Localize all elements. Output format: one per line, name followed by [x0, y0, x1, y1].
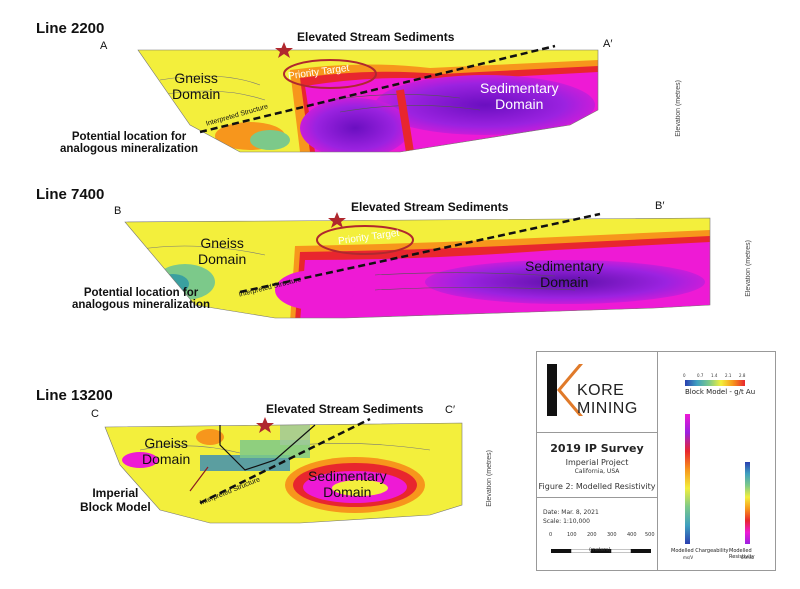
interpreted-structure-line — [239, 212, 601, 294]
resistivity-section — [137, 42, 599, 153]
legend-title-block: KORE MINING 2019 IP Survey Imperial Proj… — [536, 351, 776, 571]
gneiss-domain-label-line1: Gneiss — [174, 70, 218, 86]
scale-tick: 500 — [645, 532, 655, 538]
star-marker-icon — [256, 417, 274, 433]
callout-leader-line — [189, 466, 209, 492]
scale-tick: 300 — [607, 532, 617, 538]
section-end-label: A′ — [603, 38, 613, 50]
sedimentary-domain-label-line2: Domain — [323, 484, 372, 500]
sedimentary-domain-label-line2: Domain — [540, 274, 589, 290]
stream-sediments-label: Elevated Stream Sediments — [351, 200, 509, 214]
section-title: Line 7400 — [36, 186, 105, 203]
sedimentary-domain-label-line1: Sedimentary — [480, 80, 559, 96]
scale-tick: 200 — [587, 532, 597, 538]
colorbar-tick: 2.8 — [739, 373, 746, 378]
section-cross-section-plot — [100, 40, 660, 155]
callout-text-line1: Potential location for — [83, 287, 199, 299]
gneiss-domain-label-line2: Domain — [142, 451, 191, 467]
callout-text: Potential location for analogous mineral… — [72, 287, 210, 311]
elevation-axis-label: Elevation (metres) — [486, 450, 493, 507]
callout-text-line2: analogous mineralization — [72, 299, 211, 311]
gneiss-domain-label-line2: Domain — [172, 86, 221, 102]
figure-caption: Figure 2: Modelled Resistivity — [538, 482, 656, 491]
callout-text-line2: analogous mineralization — [60, 143, 199, 155]
colorbar-tick: 0 — [683, 373, 686, 378]
block-model-colorbar — [685, 380, 745, 386]
stream-sediments-label: Elevated Stream Sediments — [297, 30, 455, 44]
callout-text-line1: Potential location for — [71, 131, 187, 143]
chargeability-unit: ms/V — [683, 555, 694, 560]
section-title: Line 13200 — [36, 387, 113, 404]
resistivity-section — [124, 212, 711, 319]
scale-text: Scale: 1:10,000 — [543, 518, 590, 525]
callout-text-line2: Block Model — [80, 500, 151, 514]
colorbar-tick: 1.4 — [711, 373, 718, 378]
gneiss-domain-label-line1: Gneiss — [144, 435, 188, 451]
star-marker-icon — [275, 42, 293, 58]
interpreted-structure-line — [199, 44, 556, 134]
project-name: Imperial Project — [565, 458, 629, 467]
resistivity-label: Modelled Resistivity — [729, 548, 755, 560]
scale-tick: 400 — [627, 532, 637, 538]
scale-tick: 0 — [549, 532, 553, 538]
date-text: Date: Mar. 8, 2021 — [543, 509, 599, 516]
section-start-label: C — [91, 408, 99, 420]
block-model-outline — [219, 424, 316, 471]
sedimentary-domain-label: Sedimentary Domain — [480, 80, 559, 112]
sedimentary-domain-label: Sedimentary Domain — [525, 258, 604, 290]
elevation-axis-label: Elevation (metres) — [675, 80, 682, 137]
callout-text: Potential location for analogous mineral… — [60, 131, 198, 155]
chargeability-label: Modelled Chargeability — [671, 548, 729, 554]
section-start-label: B — [114, 205, 122, 217]
section-cross-section-plot — [100, 415, 470, 525]
scale-bar — [551, 540, 651, 554]
gneiss-domain-label: Gneiss Domain — [142, 435, 190, 467]
gneiss-domain-label: Gneiss Domain — [198, 235, 246, 267]
project-location: California, USA — [574, 468, 620, 475]
priority-target-outline — [283, 59, 377, 89]
resistivity-unit: ohmm — [741, 555, 754, 560]
resistivity-section — [104, 417, 463, 524]
sedimentary-domain-label-line1: Sedimentary — [308, 468, 387, 484]
stream-sediments-label: Elevated Stream Sediments — [266, 402, 424, 416]
section-end-label: B′ — [655, 200, 665, 212]
callout-text-line1: Imperial — [92, 486, 139, 500]
callout-text: Imperial Block Model — [80, 486, 151, 514]
gneiss-domain-label-line1: Gneiss — [200, 235, 244, 251]
priority-target-outline — [316, 225, 414, 255]
section-start-label: A — [100, 40, 108, 52]
company-name: KORE MINING — [577, 382, 638, 417]
colorbar-tick: 2.1 — [725, 373, 732, 378]
scale-unit: (meters) — [589, 547, 611, 553]
elevation-axis-label: Elevation (metres) — [745, 240, 752, 297]
block-model-label: Block Model - g/t Au — [685, 388, 756, 396]
sedimentary-domain-label: Sedimentary Domain — [308, 468, 387, 500]
colorbar-tick: 0.7 — [697, 373, 704, 378]
gneiss-domain-label: Gneiss Domain — [172, 70, 220, 102]
star-marker-icon — [328, 212, 346, 228]
legend-left-column: KORE MINING 2019 IP Survey Imperial Proj… — [537, 352, 658, 570]
sedimentary-domain-label-line1: Sedimentary — [525, 258, 604, 274]
survey-title: 2019 IP Survey — [550, 442, 644, 455]
scale-tick: 100 — [567, 532, 577, 538]
interpreted-structure-line — [199, 417, 371, 505]
section-end-label: C′ — [445, 404, 456, 416]
resistivity-colorbar — [745, 462, 750, 544]
sedimentary-domain-label-line2: Domain — [495, 96, 544, 112]
section-title: Line 2200 — [36, 20, 105, 37]
chargeability-colorbar — [685, 414, 690, 544]
gneiss-domain-label-line2: Domain — [198, 251, 247, 267]
section-cross-section-plot — [115, 210, 715, 325]
kore-logo-icon — [543, 360, 583, 420]
